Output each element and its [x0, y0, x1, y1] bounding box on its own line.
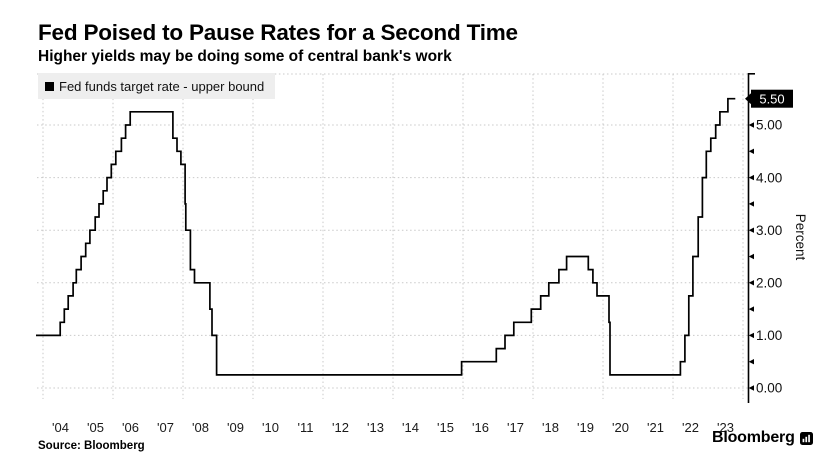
- bloomberg-wordmark: Bloomberg: [712, 429, 795, 446]
- x-axis-label: '05: [87, 420, 104, 435]
- x-axis-label: '08: [192, 420, 209, 435]
- bloomberg-brand: Bloomberg: [712, 429, 813, 447]
- x-axis-label: '20: [612, 420, 629, 435]
- x-axis-label: '12: [332, 420, 349, 435]
- chart-subtitle: Higher yields may be doing some of centr…: [38, 48, 452, 65]
- bloomberg-logo-icon: [799, 431, 813, 445]
- y-axis-tick: [748, 280, 754, 286]
- y-axis-tick-label: 4.00: [756, 170, 782, 185]
- y-axis-tick: [748, 359, 754, 365]
- source-note: Source: Bloomberg: [38, 440, 145, 452]
- x-axis-label: '18: [542, 420, 559, 435]
- chart-title: Fed Poised to Pause Rates for a Second T…: [38, 20, 518, 45]
- x-axis-label: '19: [577, 420, 594, 435]
- x-axis-label: '14: [402, 420, 419, 435]
- y-axis-tick: [748, 253, 754, 260]
- y-axis-tick-label: 1.00: [756, 328, 782, 343]
- legend: Fed funds target rate - upper bound: [38, 73, 276, 99]
- x-axis-label: '06: [122, 420, 139, 435]
- x-axis-label: '04: [52, 420, 69, 435]
- x-axis-label: '13: [367, 420, 384, 435]
- y-axis-tick: [748, 385, 754, 391]
- y-axis-tick: [748, 148, 754, 154]
- x-axis-label: '10: [262, 420, 279, 435]
- current-value-label: 5.50: [759, 91, 784, 106]
- y-axis-tick: [748, 122, 754, 128]
- x-axis-label: '17: [507, 420, 524, 435]
- x-axis-label: '15: [437, 420, 454, 435]
- x-axis-label: '21: [647, 420, 664, 435]
- y-axis-tick-label: 5.00: [756, 118, 782, 133]
- y-axis-tick: [748, 306, 754, 312]
- legend-label: Fed funds target rate - upper bound: [59, 78, 265, 94]
- y-axis-tick-label: 0.00: [756, 381, 782, 396]
- x-axis-label: '16: [472, 420, 489, 435]
- fed-funds-rate-line: [36, 97, 736, 376]
- x-axis-label: '07: [157, 420, 174, 435]
- x-axis-label: '11: [298, 420, 314, 435]
- current-value-badge-arrow: [745, 91, 753, 106]
- y-axis-tick: [748, 227, 754, 233]
- x-axis-label: '09: [227, 420, 244, 435]
- y-axis-tick-label: 3.00: [756, 223, 782, 238]
- current-value-badge: [751, 89, 793, 108]
- x-axis-label: '23: [717, 420, 734, 435]
- legend-swatch-icon: [45, 81, 54, 91]
- x-axis-label: '22: [682, 420, 699, 435]
- y-axis-tick: [748, 332, 754, 339]
- y-axis-tick: [748, 201, 754, 207]
- y-axis-title: Percent: [793, 214, 808, 261]
- y-axis-tick-label: 2.00: [756, 276, 782, 291]
- y-axis-tick: [748, 174, 754, 181]
